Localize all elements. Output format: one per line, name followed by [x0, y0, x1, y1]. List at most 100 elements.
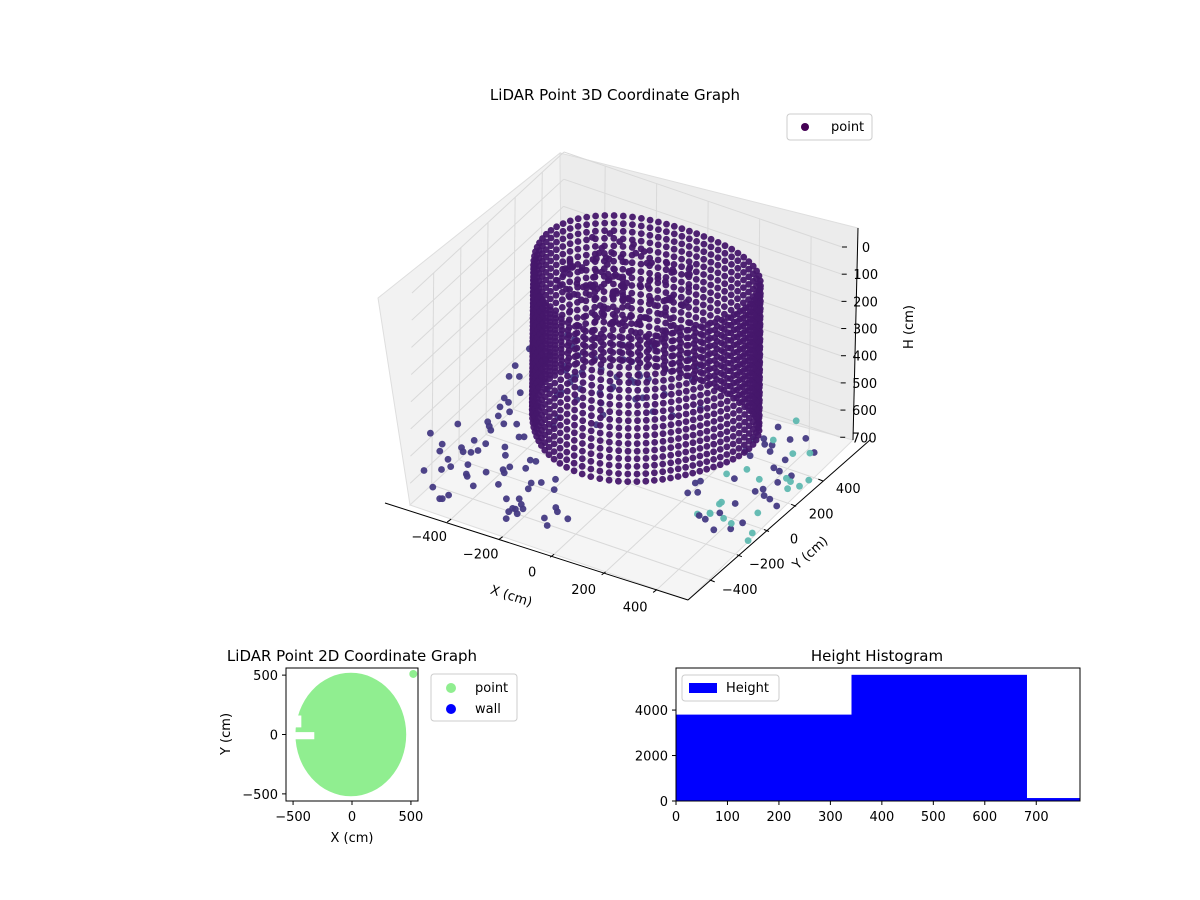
point-3d: [588, 397, 595, 404]
point-3d: [583, 221, 590, 229]
chart-2d-title: LiDAR Point 2D Coordinate Graph: [227, 647, 477, 665]
point-3d: [697, 391, 704, 399]
point-3d: [558, 304, 566, 311]
point-3d: [729, 455, 737, 463]
point-3d: [616, 371, 623, 378]
point-3d: [739, 291, 747, 299]
point-3d: [675, 351, 683, 359]
y-tick-label-histogram: 4000: [635, 704, 668, 719]
point-3d: [596, 444, 604, 452]
point-3d: [781, 456, 789, 464]
point-3d: [573, 306, 581, 314]
point-3d: [724, 367, 731, 375]
point-3d: [611, 313, 619, 320]
point-3d: [606, 347, 614, 355]
point-3d: [552, 504, 560, 511]
point-3d: [735, 429, 743, 437]
point-3d: [697, 384, 704, 391]
point-3d: [625, 379, 633, 387]
point-3d: [458, 444, 465, 451]
point-3d: [547, 242, 555, 250]
histogram-bar: [676, 714, 852, 801]
point-3d: [566, 232, 574, 240]
point-3d: [551, 341, 559, 349]
point-3d: [667, 467, 674, 474]
point-3d: [578, 470, 586, 478]
point-3d: [651, 378, 659, 385]
point-3d: [683, 334, 691, 342]
point-3d: [682, 395, 690, 403]
point-3d: [556, 429, 564, 437]
point-3d: [628, 259, 636, 267]
point-3d: [714, 307, 721, 315]
point-3d: [474, 447, 482, 454]
point-3d: [583, 228, 590, 236]
legend-2d: point wall: [430, 673, 518, 722]
point-3d: [721, 280, 729, 288]
point-3d: [660, 338, 668, 346]
point-3d: [740, 284, 747, 291]
point-3d: [740, 441, 748, 449]
point-3d: [629, 221, 636, 229]
point-3d: [559, 258, 567, 266]
point-3d: [550, 440, 558, 448]
point-3d: [615, 273, 623, 281]
point-3d: [748, 529, 756, 537]
point-3d: [556, 421, 564, 429]
point-3d: [651, 469, 658, 477]
point-3d: [634, 364, 642, 371]
point-3d: [588, 328, 596, 336]
point-3d: [625, 333, 633, 341]
point-3d: [551, 334, 559, 341]
point-3d: [587, 450, 595, 458]
point-3d: [579, 409, 587, 417]
point-3d: [553, 223, 560, 231]
point-3d: [605, 469, 613, 476]
point-3d: [615, 432, 623, 439]
point-3d: [547, 249, 555, 257]
point-3d: [634, 356, 642, 364]
point-3d: [579, 402, 587, 409]
point-3d: [646, 216, 654, 224]
point-3d: [662, 278, 669, 286]
point-3d: [619, 212, 627, 220]
point-3d: [704, 366, 711, 374]
point-3d: [573, 314, 581, 321]
point-3d: [689, 454, 697, 462]
histogram-bars: [676, 674, 1080, 801]
point-3d: [689, 431, 697, 439]
point-3d: [696, 445, 704, 452]
grid-line-z-left: [411, 205, 564, 348]
point-3d: [697, 346, 705, 353]
point-3d: [717, 385, 725, 392]
y-tick-label-3d: −200: [749, 558, 785, 573]
y-tick-label-3d: −400: [722, 583, 758, 598]
point-3d: [683, 357, 690, 365]
point-3d: [700, 293, 707, 301]
point-3d: [717, 369, 725, 377]
point-3d: [746, 392, 753, 399]
point-3d: [654, 287, 662, 294]
point-3d: [704, 351, 712, 359]
point-3d: [642, 424, 650, 432]
point-3d: [579, 432, 586, 440]
point-3d: [565, 292, 573, 300]
point-3d: [690, 363, 698, 370]
x-tick-label-histogram: 700: [1024, 810, 1049, 825]
point-3d: [621, 315, 629, 323]
point-3d: [685, 284, 693, 292]
point-3d: [600, 295, 608, 303]
point-3d: [736, 361, 744, 369]
point-3d: [554, 277, 561, 284]
point-3d: [557, 361, 565, 368]
point-3d: [553, 231, 560, 238]
point-3d: [736, 376, 743, 384]
point-3d: [566, 307, 574, 315]
point-3d: [482, 468, 490, 476]
point-3d: [552, 475, 559, 483]
point-3d: [597, 338, 605, 346]
x-tick-label-histogram: 0: [672, 810, 680, 825]
point-3d: [723, 405, 731, 413]
point-3d: [716, 446, 724, 453]
z-tick-label-3d: 200: [853, 295, 878, 310]
